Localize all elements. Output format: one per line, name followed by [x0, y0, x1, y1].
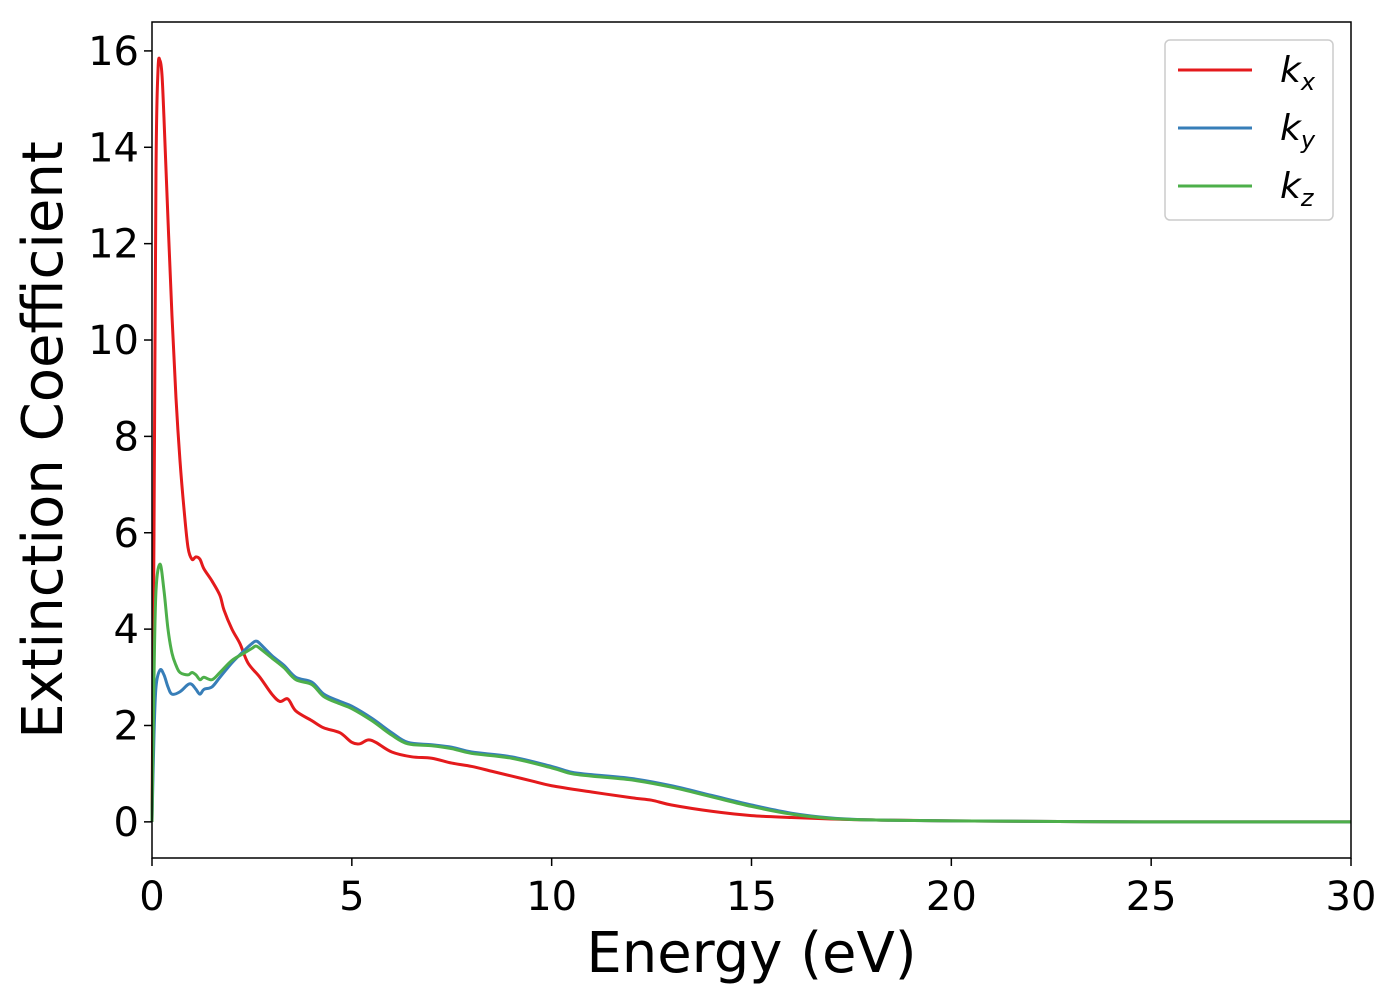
x-axis-title: Energy (eV) [586, 921, 916, 986]
x-tick-label: 20 [926, 874, 977, 920]
legend-label-ky: ky [1280, 108, 1316, 154]
series-layer [150, 56, 1352, 824]
y-tick-label: 4 [114, 607, 139, 653]
y-tick-label: 8 [114, 414, 139, 460]
y-tick-label: 2 [114, 703, 139, 749]
x-tick-label: 5 [339, 874, 364, 920]
x-tick-label: 0 [139, 874, 164, 920]
y-tick-label: 14 [88, 125, 139, 171]
y-tick-label: 0 [114, 800, 139, 846]
y-tick-label: 12 [88, 222, 139, 268]
series-line-kz [150, 562, 1352, 824]
x-axis-ticks: 0 5 10 15 20 25 30 [139, 858, 1376, 920]
x-tick-label: 30 [1326, 874, 1377, 920]
x-tick-label: 15 [726, 874, 777, 920]
y-axis-title: Extinction Coefficient [11, 141, 76, 739]
series-line-kx [150, 56, 1352, 824]
y-axis-ticks: 0 2 4 6 8 10 12 14 16 [88, 29, 152, 846]
legend-label-kx: kx [1280, 50, 1316, 96]
y-tick-label: 6 [114, 511, 139, 557]
legend-box [1164, 39, 1334, 221]
x-tick-label: 25 [1126, 874, 1177, 920]
x-tick-label: 10 [526, 874, 577, 920]
legend-label-kz: kz [1280, 166, 1315, 212]
legend: kx ky kz [1164, 39, 1334, 221]
y-tick-label: 16 [88, 29, 139, 75]
y-tick-label: 10 [88, 318, 139, 364]
